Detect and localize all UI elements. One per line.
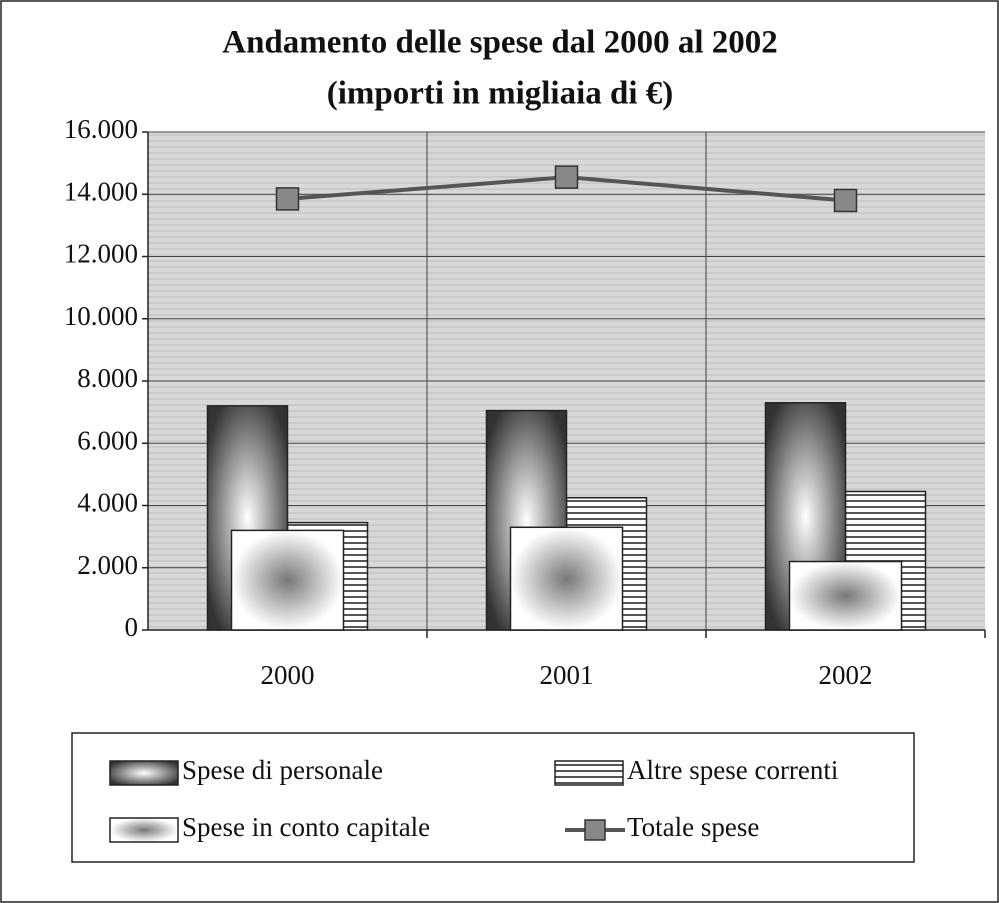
legend-swatch <box>109 817 179 843</box>
line-marker <box>554 165 579 189</box>
line-marker <box>833 188 858 213</box>
legend-swatch <box>109 760 179 786</box>
legend-swatch <box>554 760 624 786</box>
legend-label: Totale spese <box>627 812 759 842</box>
y-tick-label: 6.000 <box>77 425 138 455</box>
bar <box>788 560 903 631</box>
x-tick-label: 2001 <box>540 660 594 690</box>
y-tick-label: 16.000 <box>64 114 138 144</box>
y-tick-label: 10.000 <box>64 301 138 331</box>
x-tick-label: 2000 <box>261 660 315 690</box>
y-tick-label: 2.000 <box>77 550 138 580</box>
legend-marker <box>584 819 606 841</box>
chart-title: Andamento delle spese dal 2000 al 2002 <box>222 25 778 61</box>
legend-label: Spese di personale <box>182 755 383 785</box>
y-tick-label: 8.000 <box>77 363 138 393</box>
legend-label: Altre spese correnti <box>627 755 838 785</box>
y-tick-label: 0 <box>125 612 139 642</box>
y-tick-label: 12.000 <box>64 239 138 269</box>
chart-subtitle: (importi in migliaia di €) <box>327 76 674 112</box>
x-tick-label: 2002 <box>819 660 873 690</box>
y-tick-label: 14.000 <box>64 176 138 206</box>
bar <box>230 529 345 631</box>
line-marker <box>275 187 300 211</box>
y-tick-label: 4.000 <box>77 488 138 518</box>
legend <box>71 732 915 863</box>
bar <box>509 526 624 631</box>
legend-label: Spese in conto capitale <box>182 812 430 842</box>
